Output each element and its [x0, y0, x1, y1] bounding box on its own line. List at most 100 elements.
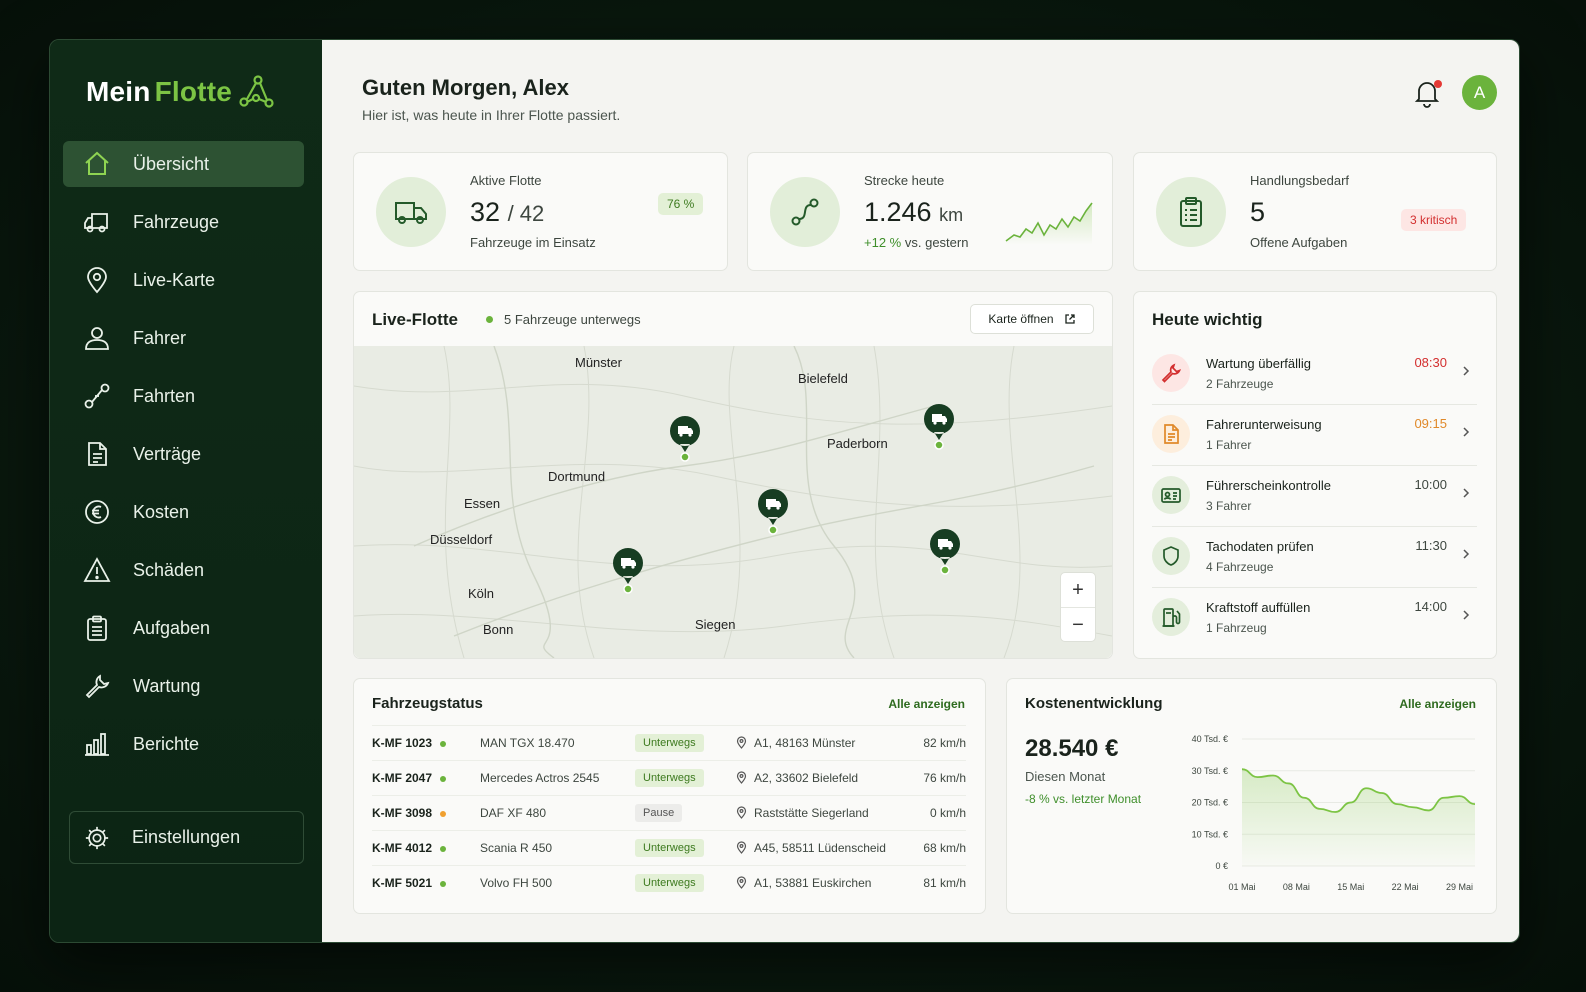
- stat-label: Handlungsbedarf: [1250, 173, 1350, 188]
- sidebar-item-fahrzeuge[interactable]: Fahrzeuge: [63, 199, 304, 245]
- map-city-label: Düsseldorf: [430, 532, 493, 547]
- stat-foot: Fahrzeuge im Einsatz: [470, 235, 596, 250]
- task-title: Fahrerunterweisung: [1206, 417, 1322, 432]
- sidebar-item-fahrten[interactable]: Fahrten: [63, 373, 304, 419]
- task-title: Führerscheinkontrolle: [1206, 478, 1332, 493]
- live-fleet-card: Live-Flotte 5 Fahrzeuge unterwegs Karte …: [353, 291, 1113, 659]
- sidebar-item-label: Kosten: [133, 501, 190, 522]
- task-time: 11:30: [1415, 538, 1447, 553]
- chevron-right-icon: [1463, 488, 1470, 498]
- task-title: Wartung überfällig: [1206, 356, 1312, 371]
- task-time: 10:00: [1414, 477, 1447, 492]
- status-cell: Pause: [635, 795, 735, 831]
- vehicle-pin-icon[interactable]: [611, 546, 645, 596]
- home-icon: [85, 151, 109, 175]
- task-title: Tachodaten prüfen: [1206, 539, 1314, 554]
- status-badge: 76 %: [658, 193, 704, 215]
- brand-logo[interactable]: Mein Flotte: [86, 74, 274, 110]
- sidebar-item-schaeden[interactable]: Schäden: [63, 547, 304, 593]
- sidebar-item-vertraege[interactable]: Verträge: [63, 431, 304, 477]
- table-row[interactable]: K-MF 3098 DAF XF 480 Pause Raststätte Si…: [372, 795, 966, 831]
- stat-label: Strecke heute: [864, 173, 945, 188]
- sidebar-item-fahrer[interactable]: Fahrer: [63, 315, 304, 361]
- sidebar-item-label: Berichte: [133, 733, 200, 754]
- sidebar-item-kosten[interactable]: Kosten: [63, 489, 304, 535]
- vehicle-pin-icon[interactable]: [928, 527, 962, 577]
- section-title: Live-Flotte: [372, 310, 458, 329]
- status-cell: Unterwegs: [635, 865, 735, 901]
- location-cell: A1, 48163 Münster: [735, 725, 916, 761]
- main-content: Guten Morgen, Alex Hier ist, was heute i…: [322, 40, 1519, 942]
- map-city-label: Essen: [464, 496, 501, 511]
- brand-name-part2: Flotte: [154, 76, 233, 107]
- table-row[interactable]: K-MF 5021 Volvo FH 500 Unterwegs A1, 538…: [372, 865, 966, 901]
- show-all-vehicles-link[interactable]: Alle anzeigen: [888, 697, 965, 711]
- vehicle-pin-icon[interactable]: [922, 402, 956, 452]
- map-city-label: Siegen: [695, 617, 736, 632]
- vehicle-pin-icon[interactable]: [668, 414, 702, 464]
- sidebar-item-aufgaben[interactable]: Aufgaben: [63, 605, 304, 651]
- location: A2, 33602 Bielefeld: [754, 771, 859, 785]
- sidebar-item-label: Wartung: [133, 675, 201, 696]
- notification-dot: [1434, 80, 1442, 88]
- critical-badge: 3 kritisch: [1401, 209, 1467, 231]
- map-pin-icon: [736, 876, 747, 890]
- status-badge: Unterwegs: [635, 839, 704, 857]
- cost-chart: 0 € 10 Tsd. € 20 Tsd. € 30 Tsd. € 40 Tsd. € 0…: [1192, 734, 1476, 892]
- model: Mercedes Actros 2545: [480, 760, 635, 796]
- status-cell: Unterwegs: [635, 760, 735, 796]
- sidebar-item-wartung[interactable]: Wartung: [63, 663, 304, 709]
- task-item[interactable]: Kraftstoff auffüllen 1 Fahrzeug 14:00: [1152, 588, 1477, 649]
- plate: K-MF 5021: [372, 876, 433, 891]
- task-sub: 4 Fahrzeuge: [1206, 560, 1274, 574]
- location: A45, 58511 Lüdenscheid: [754, 841, 886, 855]
- plate-cell: K-MF 2047: [372, 760, 480, 796]
- open-map-button[interactable]: Karte öffnen: [970, 304, 1094, 334]
- section-title: Heute wichtig: [1152, 310, 1263, 329]
- sidebar-item-berichte[interactable]: Berichte: [63, 721, 304, 767]
- table-row[interactable]: K-MF 2047 Mercedes Actros 2545 Unterwegs…: [372, 760, 966, 796]
- sidebar-item-uebersicht[interactable]: Übersicht: [63, 141, 304, 187]
- task-item[interactable]: Wartung überfällig 2 Fahrzeuge 08:30: [1152, 344, 1477, 405]
- bell-icon[interactable]: [1412, 78, 1442, 108]
- task-time: 14:00: [1414, 599, 1447, 614]
- x-tick-label: 08 Mai: [1283, 882, 1310, 892]
- page-subtitle: Hier ist, was heute in Ihrer Flotte pass…: [362, 107, 621, 123]
- x-tick-label: 22 Mai: [1392, 882, 1419, 892]
- vehicle-pin-icon[interactable]: [756, 487, 790, 537]
- avatar[interactable]: A: [1462, 75, 1497, 110]
- shield-icon: [1163, 546, 1179, 566]
- zoom-out-button[interactable]: −: [1072, 614, 1084, 636]
- plate: K-MF 1023: [372, 736, 433, 750]
- stat-value: 1.246 km: [864, 197, 963, 228]
- speed: 76 km/h: [915, 760, 966, 796]
- today-card: Heute wichtig Wartung überfällig 2 Fahrz…: [1133, 291, 1497, 659]
- live-map[interactable]: Münster Bielefeld Paderborn Dortmund Ess…: [354, 346, 1112, 658]
- sidebar-item-label: Fahrzeuge: [133, 211, 220, 232]
- app-window: Mein Flotte Übersicht Fahrzeuge Live-Kart…: [49, 39, 1520, 943]
- task-icon-wrap: [1152, 415, 1190, 453]
- sidebar-item-label: Live-Karte: [133, 269, 216, 290]
- settings-button[interactable]: Einstellungen: [69, 811, 304, 864]
- task-item[interactable]: Führerscheinkontrolle 3 Fahrer 10:00: [1152, 466, 1477, 527]
- page-title: Guten Morgen, Alex: [362, 75, 569, 100]
- plate-cell: K-MF 3098: [372, 795, 480, 831]
- status-dot: [440, 881, 447, 888]
- user-icon: [85, 327, 109, 350]
- stat-card-tasks: Handlungsbedarf 5 Offene Aufgaben 3 krit…: [1133, 152, 1497, 271]
- location-cell: A1, 53881 Euskirchen: [735, 865, 916, 901]
- table-row[interactable]: K-MF 4012 Scania R 450 Unterwegs A45, 58…: [372, 830, 966, 866]
- sidebar-item-label: Übersicht: [133, 153, 210, 174]
- map-city-label: Bonn: [483, 622, 514, 637]
- series-line: [1241, 768, 1476, 813]
- task-item[interactable]: Tachodaten prüfen 4 Fahrzeuge 11:30: [1152, 527, 1477, 588]
- table-row[interactable]: K-MF 1023 MAN TGX 18.470 Unterwegs A1, 4…: [372, 725, 966, 761]
- sidebar: Mein Flotte Übersicht Fahrzeuge Live-Kart…: [50, 40, 322, 942]
- zoom-in-button[interactable]: +: [1061, 573, 1095, 608]
- model: MAN TGX 18.470: [480, 725, 635, 761]
- route-icon: [84, 383, 110, 409]
- cost-card: Kostenentwicklung Alle anzeigen 28.540 €…: [1006, 678, 1497, 914]
- task-item[interactable]: Fahrerunterweisung 1 Fahrer 09:15: [1152, 405, 1477, 466]
- sidebar-item-live-karte[interactable]: Live-Karte: [63, 257, 304, 303]
- show-all-costs-link[interactable]: Alle anzeigen: [1399, 697, 1476, 711]
